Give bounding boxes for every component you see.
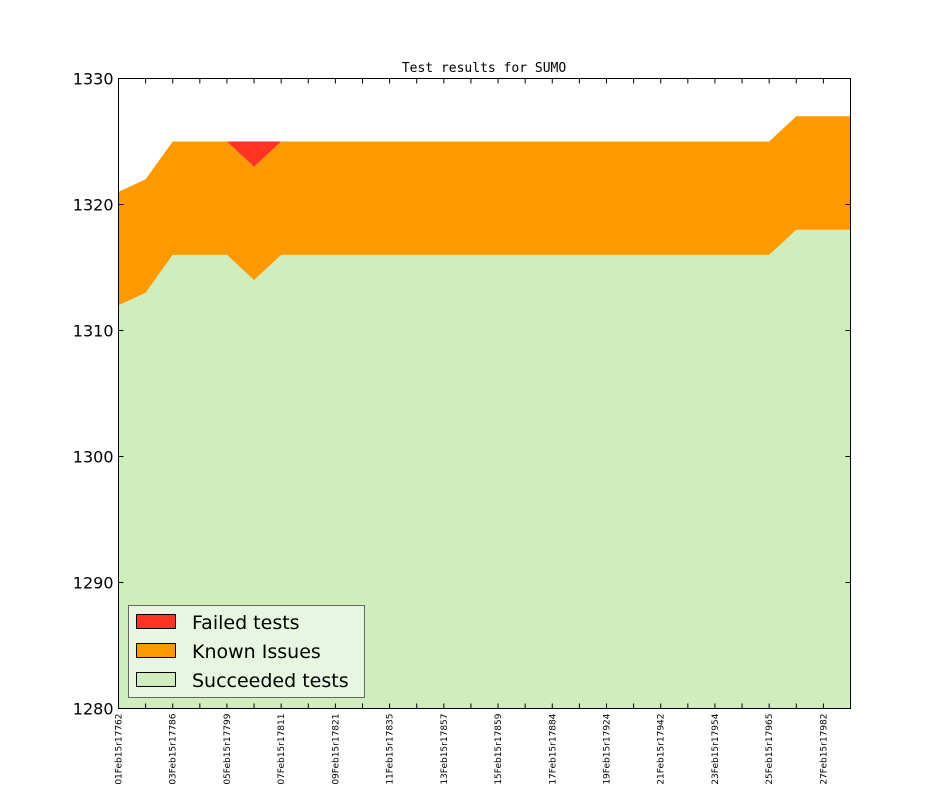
x-tick-label: 25Feb15r17965 bbox=[765, 714, 775, 785]
plot-frame bbox=[118, 78, 851, 709]
plot-areas bbox=[118, 116, 851, 709]
x-tick-label: 01Feb15r17762 bbox=[115, 714, 125, 785]
x-tick-label: 13Feb15r17857 bbox=[440, 714, 450, 785]
y-tick-label: 1320 bbox=[73, 196, 114, 215]
legend-label-failed-tests: Failed tests bbox=[192, 612, 300, 634]
x-tick-label: 07Feb15r17811 bbox=[277, 714, 287, 785]
area-succeeded-tests bbox=[118, 229, 851, 709]
x-tick-label: 17Feb15r17884 bbox=[548, 713, 558, 784]
area-failed-tests bbox=[118, 116, 851, 192]
x-tick-label: 27Feb15r17982 bbox=[819, 714, 829, 785]
y-tick-label: 1300 bbox=[73, 448, 114, 467]
y-tick-label: 1330 bbox=[73, 70, 114, 89]
legend-label-known-issues: Known Issues bbox=[192, 641, 321, 663]
y-tick-label: 1290 bbox=[73, 574, 114, 593]
x-tick-label: 11Feb15r17835 bbox=[386, 714, 396, 785]
x-tick-label: 05Feb15r17799 bbox=[223, 713, 233, 784]
legend-swatch-known-issues bbox=[136, 643, 176, 658]
x-tick-label: 21Feb15r17942 bbox=[657, 714, 667, 785]
y-tick-label: 1280 bbox=[73, 700, 114, 719]
legend-swatch-succeeded-tests bbox=[136, 672, 176, 687]
x-tick-label: 03Feb15r17786 bbox=[169, 713, 179, 784]
x-tick-label: 23Feb15r17954 bbox=[711, 713, 721, 784]
x-tick-label: 19Feb15r17924 bbox=[603, 713, 613, 784]
x-tick-label: 09Feb15r17821 bbox=[331, 714, 341, 785]
x-axis: 01Feb15r17762 03Feb15r17786 05Feb15r17799 0… bbox=[115, 78, 851, 785]
area-known-issues bbox=[118, 116, 851, 306]
legend-swatch-failed-tests bbox=[136, 614, 176, 629]
legend-label-succeeded-tests: Succeeded tests bbox=[192, 670, 349, 692]
y-tick-label: 1310 bbox=[73, 322, 114, 341]
x-tick-label: 15Feb15r17859 bbox=[494, 713, 504, 784]
legend: Failed tests Known Issues Succeeded tests bbox=[128, 605, 365, 698]
chart-title: Test results for SUMO bbox=[402, 61, 567, 76]
y-axis: 1280 1290 1300 1310 1320 1330 bbox=[73, 70, 851, 719]
